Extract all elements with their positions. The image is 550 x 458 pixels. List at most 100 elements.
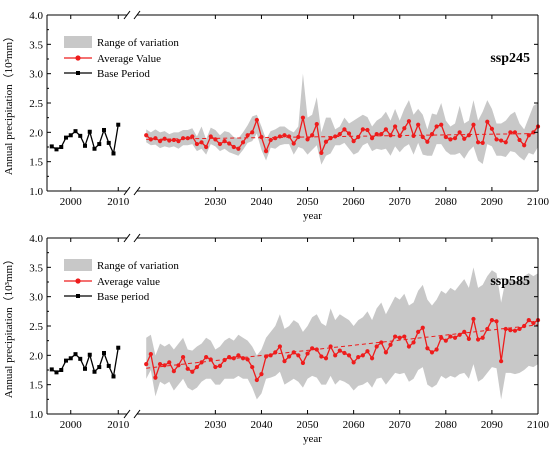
point-average-2055 [328, 344, 333, 349]
x-axis-title: year [303, 433, 322, 445]
point-base-2003 [83, 143, 87, 148]
point-average-2028 [204, 354, 209, 360]
point-average-2051 [310, 133, 315, 138]
point-average-2098 [526, 133, 531, 138]
point-average-2096 [517, 326, 522, 332]
point-average-2066 [379, 131, 384, 137]
x-tick-label: 2080 [435, 196, 458, 208]
legend-marker-average [75, 55, 81, 61]
point-average-2049 [300, 115, 306, 120]
point-average-2032 [222, 139, 227, 144]
point-average-2045 [282, 133, 287, 138]
point-average-2083 [457, 332, 462, 337]
point-average-2049 [300, 360, 306, 366]
y-tick-label: 2.5 [29, 321, 43, 333]
point-average-2062 [360, 127, 365, 132]
point-base-1996 [49, 144, 54, 149]
point-average-2033 [227, 141, 232, 146]
y-tick-label: 2.0 [29, 350, 43, 362]
point-average-2024 [185, 366, 190, 371]
point-average-2064 [369, 356, 375, 361]
point-average-2046 [287, 354, 292, 359]
point-average-2037 [245, 357, 250, 362]
point-average-2075 [420, 325, 425, 330]
legend-marker-base [76, 294, 80, 298]
legend-label-range: Range of variation [97, 37, 179, 49]
point-average-2018 [157, 139, 163, 144]
point-average-2092 [499, 359, 504, 364]
point-average-2040 [259, 134, 264, 140]
point-average-2092 [499, 138, 504, 143]
point-average-2084 [462, 136, 467, 141]
point-average-2059 [346, 353, 352, 358]
legend-marker-average [75, 278, 81, 284]
point-average-2021 [171, 137, 176, 143]
point-average-2060 [351, 139, 356, 144]
point-average-2093 [503, 326, 508, 332]
axis-break-mark [133, 233, 141, 243]
point-average-2041 [263, 354, 269, 359]
point-average-2030 [213, 364, 218, 370]
point-average-2058 [342, 350, 347, 356]
y-tick-label: 4.0 [29, 10, 43, 22]
point-average-2017 [153, 375, 158, 380]
point-average-2076 [425, 139, 430, 144]
point-average-2065 [374, 344, 379, 349]
point-average-2036 [240, 356, 246, 361]
point-average-2026 [194, 364, 200, 370]
point-average-2030 [213, 137, 218, 142]
x-tick-label: 2010 [107, 419, 130, 431]
point-average-2055 [328, 136, 333, 141]
point-average-2086 [471, 316, 476, 322]
point-base-1999 [64, 135, 68, 140]
point-average-2047 [291, 141, 296, 146]
point-base-2007 [102, 127, 106, 132]
point-average-2017 [153, 136, 158, 141]
point-average-2023 [180, 136, 186, 141]
point-average-2066 [379, 340, 384, 345]
point-average-2031 [217, 141, 223, 147]
point-average-2043 [273, 136, 278, 141]
point-average-2071 [402, 126, 407, 131]
point-average-2064 [369, 136, 375, 141]
point-average-2026 [194, 141, 200, 147]
x-tick-label: 2060 [343, 196, 366, 208]
x-tick-label: 2000 [60, 196, 83, 208]
point-average-2085 [466, 336, 471, 342]
point-average-2056 [333, 134, 338, 139]
point-average-2094 [508, 328, 513, 333]
point-average-2031 [217, 363, 223, 368]
x-tick-label: 2100 [527, 196, 550, 208]
point-average-2042 [268, 353, 273, 358]
point-base-1999 [64, 358, 68, 363]
point-average-2078 [434, 347, 439, 352]
point-base-2002 [78, 356, 83, 361]
point-base-2001 [73, 129, 78, 134]
y-tick-label: 4.0 [29, 233, 43, 245]
point-average-2080 [443, 134, 448, 140]
point-average-2052 [314, 347, 319, 352]
point-average-2035 [236, 353, 241, 358]
point-average-2073 [411, 133, 416, 138]
point-average-2025 [190, 369, 195, 374]
point-average-2071 [402, 334, 407, 339]
point-base-1998 [59, 145, 64, 149]
point-average-2059 [346, 131, 352, 136]
point-average-2088 [480, 140, 485, 145]
point-base-1998 [59, 368, 64, 372]
point-average-2025 [190, 134, 195, 139]
point-average-2072 [406, 344, 412, 349]
point-average-2060 [351, 360, 356, 365]
scenario-label: ssp245 [490, 51, 530, 66]
point-average-2062 [360, 353, 365, 358]
y-tick-label: 3.0 [29, 292, 43, 304]
point-base-2010 [116, 122, 121, 127]
y-tick-label: 1.0 [29, 409, 43, 421]
point-average-2054 [323, 139, 329, 144]
point-average-2063 [365, 349, 370, 354]
point-average-2073 [411, 340, 416, 345]
point-average-2096 [517, 137, 522, 143]
point-base-2006 [97, 142, 102, 147]
point-average-2095 [512, 130, 518, 135]
point-average-2082 [452, 335, 458, 340]
